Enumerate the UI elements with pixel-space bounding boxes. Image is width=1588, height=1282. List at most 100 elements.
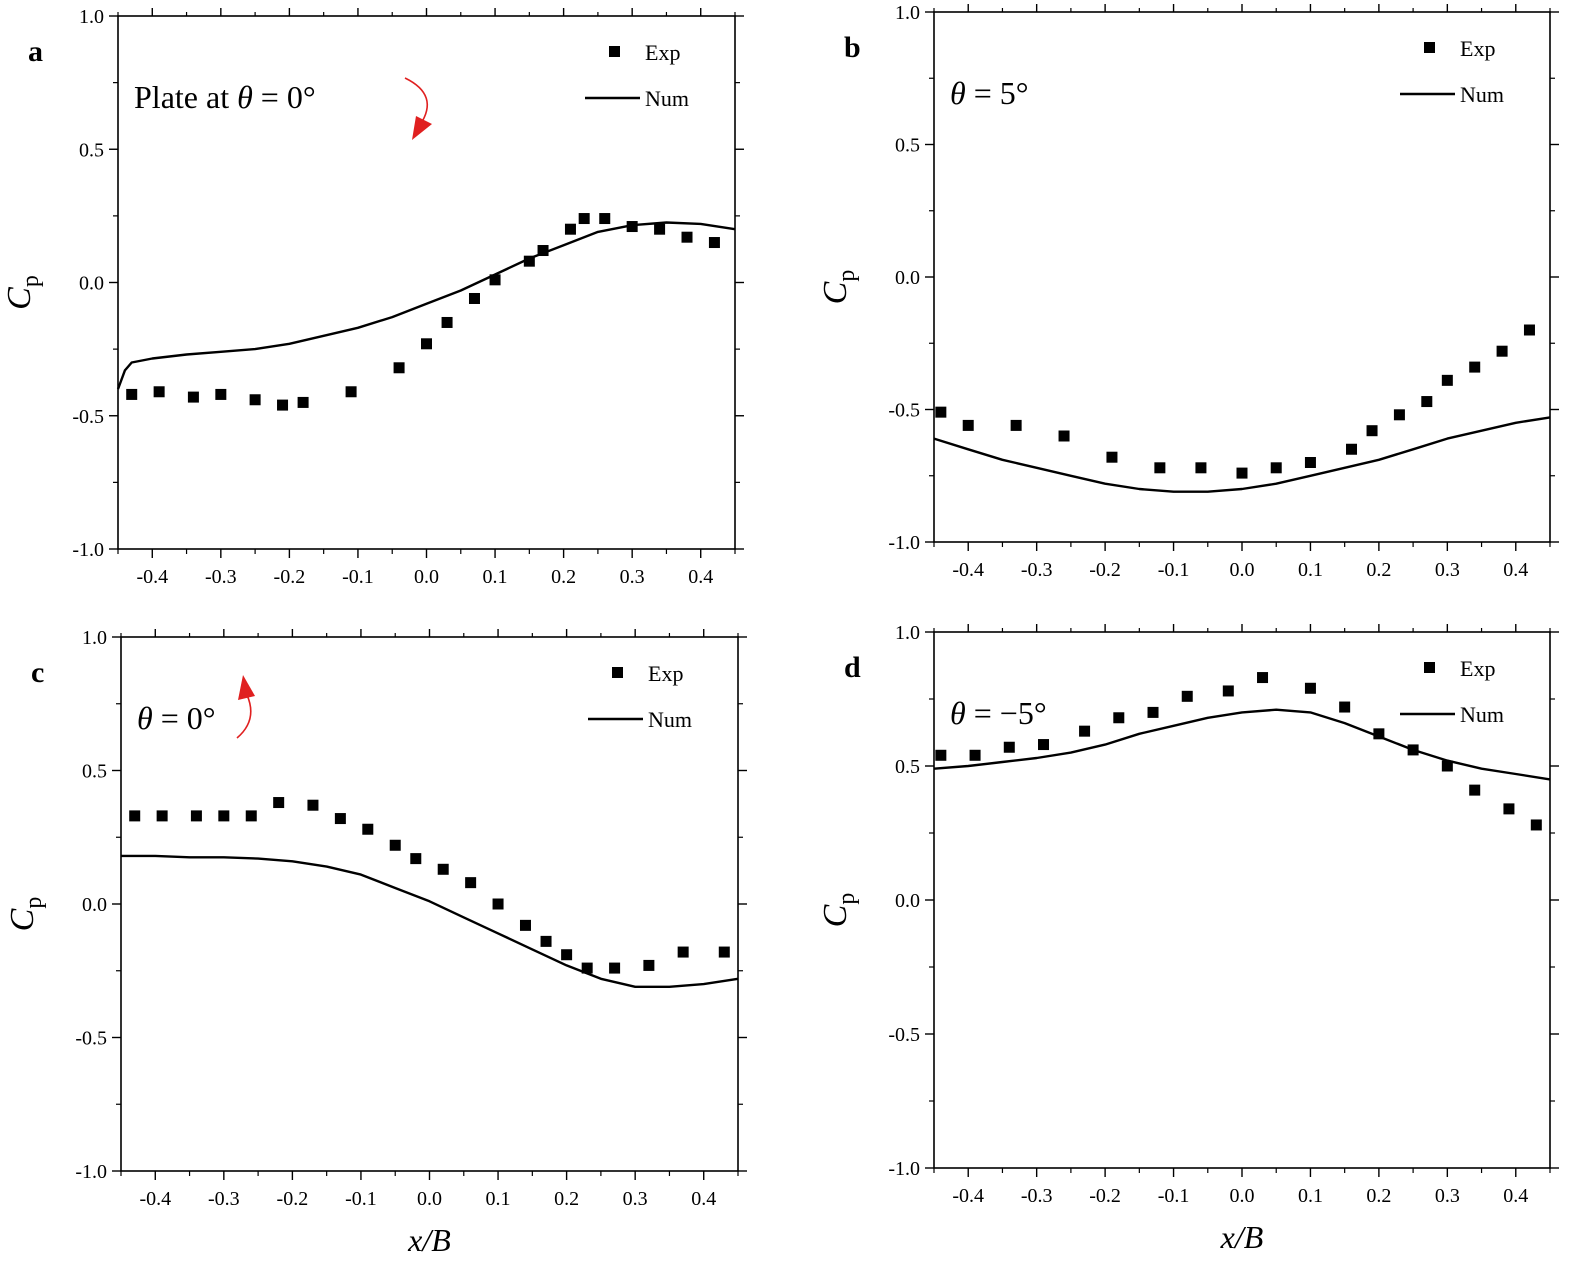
exp-point [962, 419, 974, 431]
y-label-main: C [1, 287, 38, 310]
panel-d: -0.4 -0.3 -0.2 -0.1 0.0 0.1 0.2 0.3 0.4 -1.0 -0.5 0… [817, 622, 1559, 1255]
num-line [121, 854, 739, 988]
x-tick-label: 0.1 [483, 566, 508, 588]
exp-point [187, 391, 199, 403]
exp-point [1469, 784, 1481, 796]
y-label-sub: p [21, 897, 47, 909]
x-tick-label: -0.1 [1158, 1185, 1190, 1207]
y-tick-label: -1.0 [72, 539, 104, 561]
exp-point [437, 863, 449, 875]
x-tick-label: 0.3 [1435, 559, 1460, 581]
exp-point [441, 316, 453, 328]
exp-point [1236, 467, 1248, 479]
y-tick-label: -1.0 [75, 1161, 107, 1183]
panel-a: -0.4 -0.3 -0.2 -0.1 0.0 0.1 0.2 0.3 0.4 -1.0 -0.5 0… [1, 6, 744, 588]
exp-point [277, 399, 289, 411]
legend-num-label: Num [1460, 702, 1504, 727]
y-label-main: C [817, 904, 854, 927]
x-tick-label: -0.3 [1021, 1185, 1053, 1207]
exp-point [129, 810, 141, 822]
exp-point [581, 962, 593, 974]
x-tick-label: -0.2 [274, 566, 306, 588]
exp-point [492, 898, 504, 910]
exp-point [1421, 396, 1433, 408]
exp-point [1441, 374, 1453, 386]
y-label-main: C [4, 908, 41, 931]
y-tick-label: -0.5 [75, 1028, 107, 1050]
legend-num-label: Num [1460, 82, 1504, 107]
panel-b: -0.4 -0.3 -0.2 -0.1 0.0 0.1 0.2 0.3 0.4 -1.0 -0.5 0… [817, 2, 1559, 581]
exp-point [708, 237, 720, 249]
exp-point [1469, 361, 1481, 373]
angle-annotation: θ = −5° [950, 695, 1047, 731]
x-tick-label: 0.2 [554, 1188, 579, 1210]
y-tick-label: -1.0 [888, 532, 920, 554]
exp-point [190, 810, 202, 822]
y-tick-label: 0.5 [82, 761, 107, 783]
x-tick-label: -0.1 [342, 566, 374, 588]
panel-c: -0.4 -0.3 -0.2 -0.1 0.0 0.1 0.2 0.3 0.4 -1.0 -0.5 0… [4, 627, 747, 1258]
theta-symbol: θ [950, 75, 966, 111]
exp-point [561, 949, 573, 961]
x-tick-label: -0.4 [136, 566, 168, 588]
panel-letter: c [31, 656, 44, 689]
exp-point [643, 959, 655, 971]
exp-point [1010, 419, 1022, 431]
exp-point [1339, 701, 1351, 713]
legend-exp-label: Exp [645, 40, 680, 65]
annotation-prefix: Plate at [134, 79, 237, 115]
theta-symbol: θ [237, 79, 253, 115]
exp-point [1270, 462, 1282, 474]
exp-point [626, 221, 638, 233]
y-label-sub: p [834, 893, 860, 905]
exp-point [519, 919, 531, 931]
y-tick-label: 1.0 [82, 627, 107, 649]
y-tick-label: 0.5 [895, 756, 920, 778]
y-tick-label: -0.5 [888, 400, 920, 422]
x-tick-label: 0.4 [1503, 559, 1528, 581]
exp-point [156, 810, 168, 822]
x-tick-label: 0.1 [1298, 1185, 1323, 1207]
x-tick-label: -0.3 [208, 1188, 240, 1210]
exp-point [1058, 430, 1070, 442]
exp-point [935, 406, 947, 418]
exp-point [599, 213, 611, 225]
x-tick-label: 0.2 [1366, 1185, 1391, 1207]
y-tick-label: 1.0 [895, 622, 920, 644]
exp-point [578, 213, 590, 225]
y-tick-label: -0.5 [888, 1024, 920, 1046]
exp-point [273, 797, 285, 809]
x-tick-label: 0.2 [551, 566, 576, 588]
x-tick-label: 0.1 [486, 1188, 511, 1210]
y-tick-label: -0.5 [72, 406, 104, 428]
legend-num-label: Num [645, 86, 689, 111]
exp-point [307, 799, 319, 811]
theta-symbol: θ [137, 700, 153, 736]
exp-point [564, 223, 576, 235]
exp-point [1530, 819, 1542, 831]
exp-point [126, 388, 138, 400]
y-label-sub: p [834, 270, 860, 282]
x-tick-label: -0.2 [1089, 1185, 1121, 1207]
x-tick-label: 0.0 [414, 566, 439, 588]
y-tick-label: 0.0 [82, 894, 107, 916]
exp-point [249, 394, 261, 406]
x-axis-label: x/B [1220, 1219, 1264, 1255]
exp-point [1106, 451, 1118, 463]
x-tick-label: 0.4 [688, 566, 713, 588]
x-tick-label: -0.3 [205, 566, 237, 588]
num-line [933, 416, 1551, 493]
exp-point [362, 823, 374, 835]
exp-point [1181, 690, 1193, 702]
theta-value: = 5° [966, 75, 1029, 111]
exp-point [1393, 409, 1405, 421]
rotation-arrow-head [238, 675, 255, 700]
exp-point [1346, 443, 1358, 455]
x-tick-label: 0.4 [1503, 1185, 1528, 1207]
x-tick-label: -0.4 [139, 1188, 171, 1210]
exp-point [1003, 741, 1015, 753]
legend-exp-label: Exp [648, 661, 683, 686]
exp-point [1441, 760, 1453, 772]
exp-point [345, 386, 357, 398]
